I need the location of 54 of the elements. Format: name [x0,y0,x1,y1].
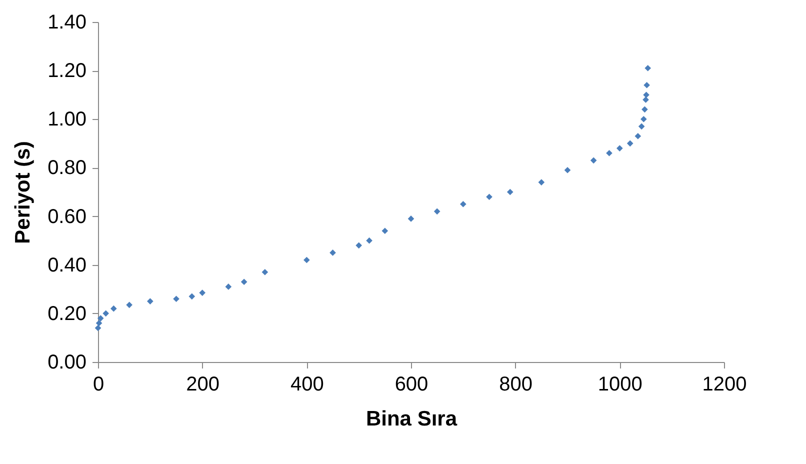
point [538,179,545,186]
point [366,237,372,244]
y-tick-label: 0.60 [48,206,86,228]
point [126,302,132,308]
point [564,166,571,174]
point [262,268,268,276]
point [97,315,104,322]
point [506,188,514,196]
point [643,92,650,98]
x-tick-label: 1000 [598,374,642,396]
point [642,96,649,103]
y-tick-label: 1.40 [48,12,86,34]
point [199,290,206,296]
point [486,194,492,200]
point [225,284,232,290]
point [626,140,634,147]
y-tick-label: 0.80 [48,157,86,180]
point [638,123,645,130]
x-tick-label: 400 [290,374,324,396]
point [330,250,336,256]
x-axis-title: Bina Sıra [366,408,458,430]
x-tick-label: 600 [394,374,428,396]
point [240,278,248,286]
point [304,256,310,264]
point [173,296,180,302]
point [188,293,196,300]
y-tick-label: 0.20 [48,302,86,325]
x-tick-label: 1200 [702,374,747,396]
y-tick-label: 0.00 [48,352,86,374]
point [460,200,466,208]
x-tick-label: 200 [186,374,220,396]
point [110,305,117,312]
point [644,64,651,72]
point [606,150,612,156]
y-tick-label: 1.20 [48,60,86,82]
point [96,320,102,326]
point [356,242,362,249]
y-axis-title: Periyot (s) [12,141,35,244]
y-tick-label: 1.00 [48,108,86,131]
point [642,106,648,113]
point [94,324,102,332]
x-tick-label: 800 [499,374,533,396]
point [644,82,650,88]
point [616,145,623,152]
point [408,216,414,222]
point [434,208,440,215]
point [634,132,642,140]
point [147,298,154,304]
y-tick-label: 0.40 [48,254,86,276]
point [102,310,109,317]
point [590,157,597,164]
point [382,228,388,234]
point [640,116,647,122]
x-tick-label: 0 [92,374,104,396]
